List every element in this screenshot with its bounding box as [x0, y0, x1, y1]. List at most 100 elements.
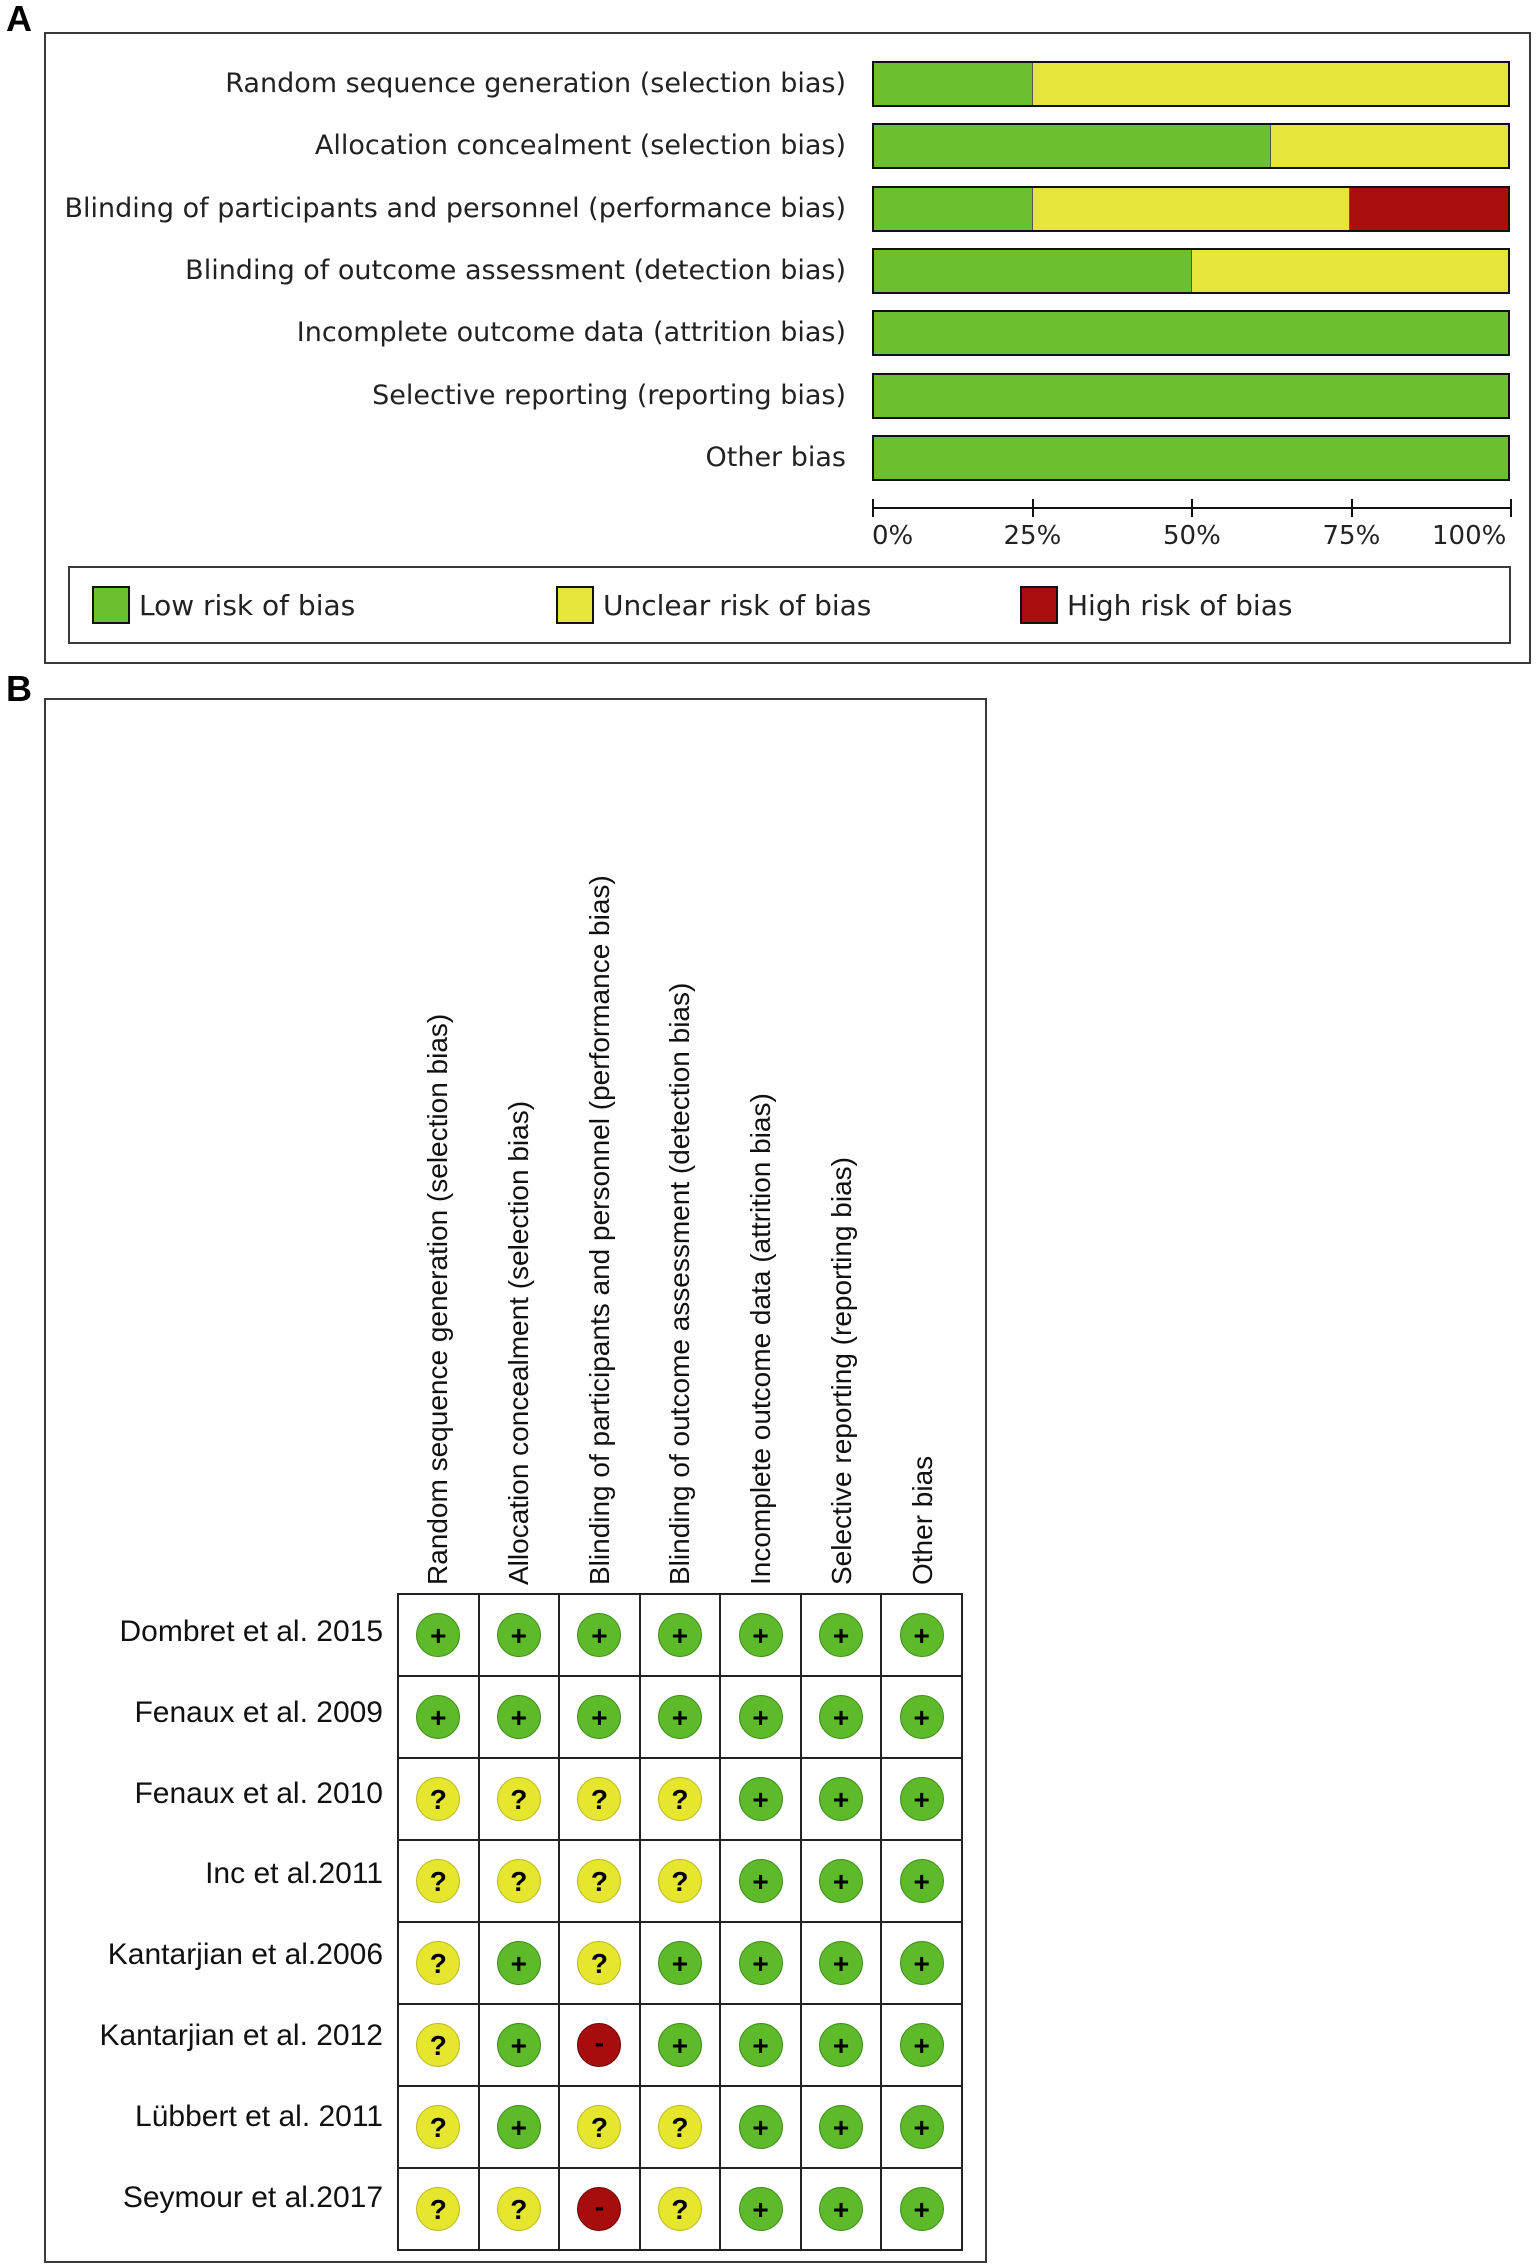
risk-unclear-icon: ? — [416, 1777, 461, 1821]
grid-cell: + — [880, 1675, 963, 1759]
grid-cell: + — [880, 2167, 963, 2251]
grid-cell: + — [799, 1757, 883, 1841]
risk-unclear-icon: ? — [416, 1859, 461, 1903]
legend-item-high: High risk of bias — [1020, 586, 1292, 624]
legend-label: Unclear risk of bias — [603, 588, 872, 622]
bar-segment-low — [874, 312, 1508, 355]
grid-cell: + — [719, 1839, 802, 1923]
risk-low-icon: + — [819, 1859, 864, 1903]
legend-swatch-low — [92, 586, 130, 624]
grid-cell: + — [719, 1757, 802, 1841]
risk-low-icon: + — [899, 1859, 944, 1903]
stacked-bar — [872, 185, 1510, 232]
grid-cell: + — [719, 1593, 802, 1677]
grid-cell: + — [799, 2167, 883, 2251]
study-label: Inc et al.2011 — [205, 1857, 383, 1891]
risk-low-icon: + — [496, 2023, 541, 2067]
grid-cell: ? — [558, 1839, 641, 1923]
grid-cell: ? — [638, 2085, 722, 2169]
grid-cell: ? — [638, 1757, 722, 1841]
study-label: Kantarjian et al.2006 — [107, 1938, 383, 1972]
risk-low-icon: + — [657, 1941, 702, 1985]
table-row: ?? -? + + + — [397, 2167, 963, 2251]
grid-cell: + — [880, 1757, 963, 1841]
grid-cell: ? — [397, 1921, 480, 2005]
grid-cell: + — [880, 1839, 963, 1923]
study-label: Seymour et al.2017 — [122, 2180, 383, 2214]
bar-segment-unclear — [1269, 125, 1508, 168]
grid-cell: + — [799, 1921, 883, 2005]
risk-low-icon: + — [899, 1777, 944, 1821]
bar-category-label: Blinding of participants and personnel (… — [64, 192, 846, 224]
legend: Low risk of bias Unclear risk of bias High… — [68, 566, 1511, 644]
x-tick — [1350, 499, 1353, 517]
bar-segment-high — [1349, 187, 1508, 230]
risk-low-icon: + — [899, 1613, 944, 1657]
x-tick — [1031, 499, 1034, 517]
grid-cell: + — [558, 1593, 641, 1677]
column-headers: Random sequence generation (selection bi… — [46, 700, 989, 1590]
risk-low-icon: + — [819, 2105, 864, 2149]
risk-low-icon: + — [738, 1859, 783, 1903]
grid-cell: + — [638, 1921, 722, 2005]
bar-segment-low — [874, 63, 1033, 105]
study-label: Kantarjian et al. 2012 — [99, 2019, 383, 2052]
table-row: ? +?? + + + — [397, 2085, 963, 2169]
risk-low-icon: + — [819, 1777, 864, 1821]
grid-cell: + — [477, 2085, 561, 2169]
grid-cell: + — [719, 2085, 802, 2169]
risk-unclear-icon: ? — [416, 2023, 461, 2067]
risk-unclear-icon: ? — [657, 1859, 702, 1903]
grid-cell: + — [719, 2003, 802, 2087]
risk-low-icon: + — [738, 1941, 783, 1985]
table-row: ? + - + + + + — [397, 2003, 963, 2087]
stacked-bar — [872, 434, 1510, 481]
risk-high-icon: - — [577, 2023, 622, 2067]
study-label: Dombret et al. 2015 — [119, 1615, 383, 1648]
bar-segment-low — [874, 125, 1270, 168]
grid-cell: ? — [477, 2167, 561, 2251]
x-axis: 0% 25% 50% 75% 100% — [872, 499, 1512, 559]
risk-low-icon: + — [738, 1777, 783, 1821]
column-header: Other bias — [906, 1455, 938, 1585]
grid-cell: + — [719, 2167, 802, 2251]
risk-unclear-icon: ? — [416, 1941, 461, 1985]
grid-cell: + — [719, 1675, 802, 1759]
grid-cell: + — [397, 1675, 480, 1759]
grid-cell: + — [799, 1675, 883, 1759]
stacked-bar — [872, 372, 1510, 419]
x-tick-label: 100% — [1432, 521, 1507, 551]
risk-low-icon: + — [496, 1695, 541, 1739]
risk-low-icon: + — [738, 2105, 783, 2149]
grid-cell: - — [558, 2167, 641, 2251]
summary-grid: + + + + + + + + + + + + + +???? + + +???? + + +? +? + + + +? + - + +… — [397, 1593, 963, 2251]
bar-segment-low — [874, 187, 1032, 230]
risk-low-icon: + — [738, 1695, 783, 1739]
bar-category-label: Selective reporting (reporting bias) — [372, 379, 846, 411]
bar-segment-unclear — [1032, 187, 1349, 230]
legend-swatch-unclear — [556, 586, 594, 624]
x-tick — [1191, 499, 1193, 517]
bar-segment-low — [874, 249, 1191, 292]
risk-of-bias-summary: Random sequence generation (selection bi… — [44, 698, 987, 2263]
grid-cell: ? — [397, 1839, 480, 1923]
risk-low-icon: + — [738, 2023, 783, 2067]
risk-of-bias-graph: Random sequence generation (selection bi… — [44, 32, 1531, 664]
grid-cell: + — [799, 1593, 883, 1677]
legend-label: Low risk of bias — [139, 588, 356, 622]
grid-cell: + — [638, 1675, 722, 1759]
risk-unclear-icon: ? — [496, 1859, 541, 1903]
column-header: Random sequence generation (selection bi… — [422, 1013, 453, 1585]
stacked-bar — [872, 61, 1510, 107]
stacked-bar — [872, 310, 1510, 357]
risk-low-icon: + — [416, 1613, 461, 1657]
x-tick-label: 25% — [1003, 521, 1062, 551]
risk-unclear-icon: ? — [577, 1859, 622, 1903]
risk-low-icon: + — [819, 2187, 864, 2231]
bar-category-label: Allocation concealment (selection bias) — [314, 130, 846, 162]
panel-b-letter: B — [6, 668, 32, 709]
risk-low-icon: + — [899, 1695, 944, 1739]
column-header: Blinding of participants and personnel (… — [583, 875, 615, 1585]
table-row: ? +? + + + + — [397, 1921, 963, 2005]
risk-low-icon: + — [738, 1613, 783, 1657]
